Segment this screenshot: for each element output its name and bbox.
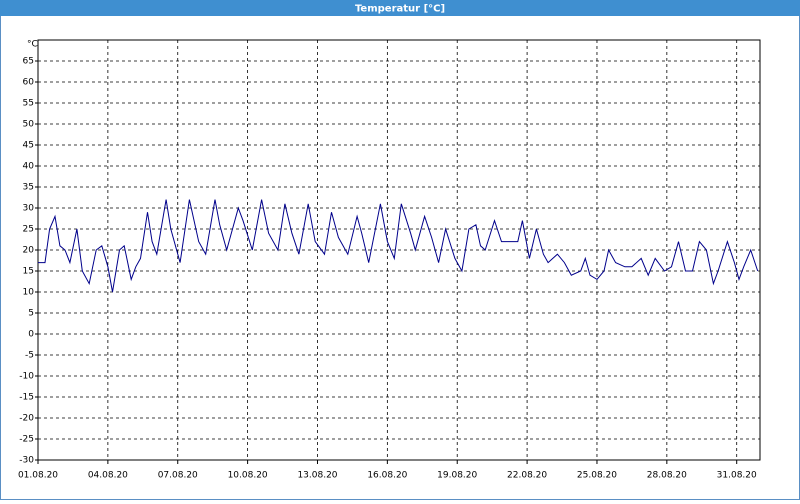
y-tick-label: 30 bbox=[23, 204, 35, 214]
y-tick-label: 25 bbox=[23, 225, 34, 235]
x-tick-label: 25.08.20 bbox=[577, 471, 617, 481]
x-tick-label: 19.08.20 bbox=[437, 471, 477, 481]
x-tick-label: 07.08.20 bbox=[158, 471, 198, 481]
y-tick-label: 10 bbox=[23, 288, 35, 298]
y-tick-label: -30 bbox=[19, 456, 34, 466]
y-tick-label: 50 bbox=[23, 120, 35, 130]
y-tick-label: 65 bbox=[23, 57, 34, 67]
y-tick-label: 5 bbox=[28, 309, 34, 319]
temperature-line bbox=[38, 199, 759, 293]
y-tick-label: 20 bbox=[23, 246, 35, 256]
x-tick-label: 22.08.20 bbox=[507, 471, 547, 481]
y-tick-label: 40 bbox=[23, 162, 35, 172]
x-tick-label: 16.08.20 bbox=[367, 471, 407, 481]
x-tick-label: 31.08.20 bbox=[717, 471, 757, 481]
y-tick-label: 0 bbox=[28, 330, 34, 340]
y-tick-label: -10 bbox=[19, 372, 34, 382]
y-tick-label: -15 bbox=[19, 393, 34, 403]
x-tick-label: 10.08.20 bbox=[228, 471, 268, 481]
x-tick-label: 04.08.20 bbox=[88, 471, 128, 481]
x-tick-label: 01.08.20 bbox=[18, 471, 58, 481]
y-tick-label: 35 bbox=[23, 183, 34, 193]
y-unit: °C bbox=[27, 40, 38, 50]
y-tick-label: 55 bbox=[23, 99, 34, 109]
y-tick-label: 45 bbox=[23, 141, 34, 151]
x-tick-label: 13.08.20 bbox=[297, 471, 337, 481]
y-tick-label: -25 bbox=[19, 435, 34, 445]
y-tick-label: 15 bbox=[23, 267, 34, 277]
y-tick-label: -20 bbox=[19, 414, 34, 424]
chart-title: Temperatur [°C] bbox=[355, 4, 445, 15]
x-tick-label: 28.08.20 bbox=[647, 471, 687, 481]
title-bar bbox=[0, 0, 800, 16]
y-tick-label: -5 bbox=[25, 351, 34, 361]
y-tick-label: 60 bbox=[23, 78, 35, 88]
